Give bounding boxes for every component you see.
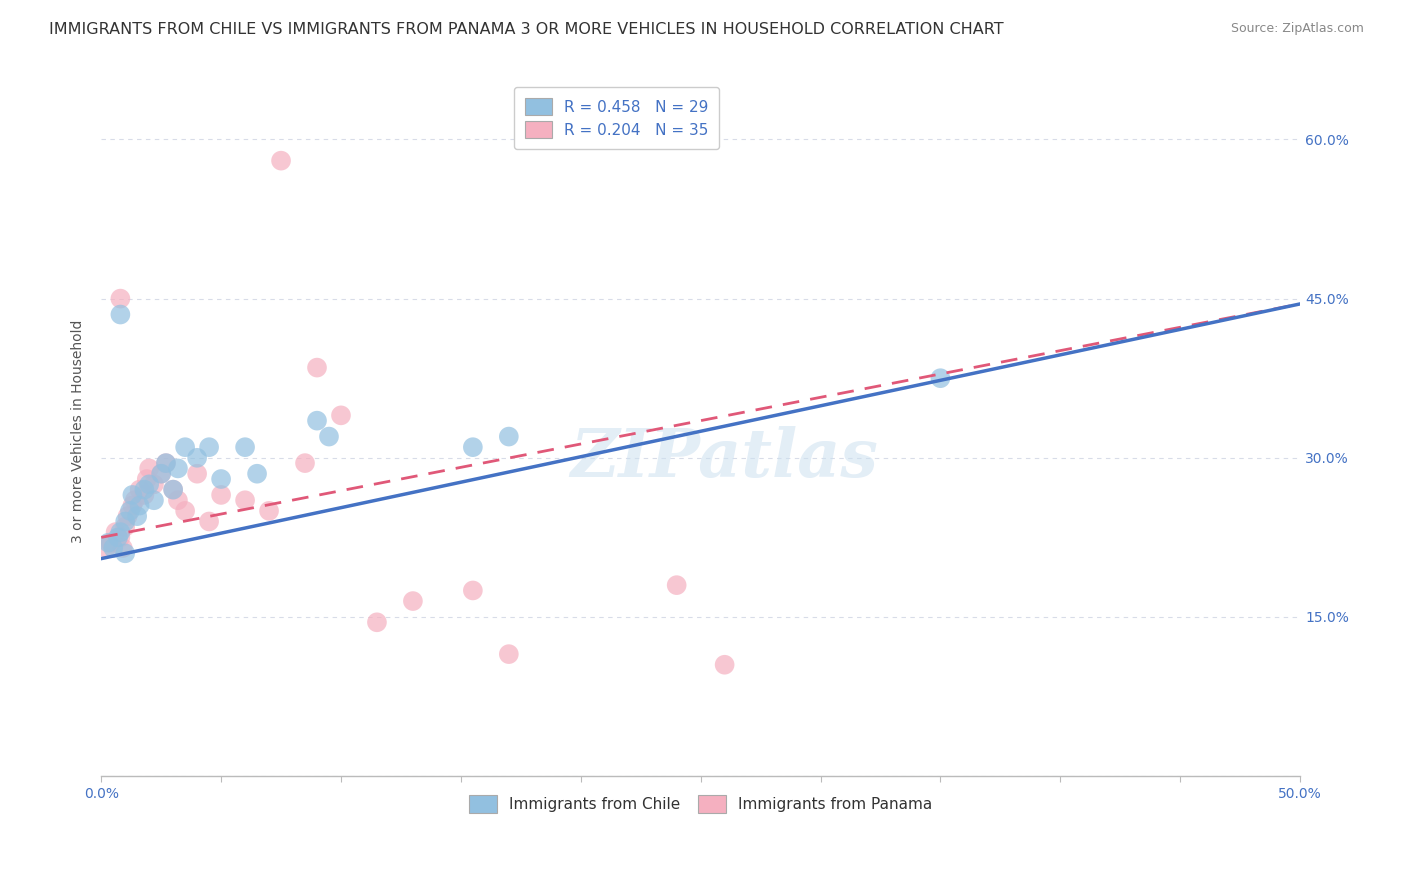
Point	[498, 647, 520, 661]
Point	[143, 493, 166, 508]
Point	[167, 493, 190, 508]
Point	[305, 360, 328, 375]
Point	[121, 499, 143, 513]
Point	[318, 429, 340, 443]
Point	[498, 429, 520, 443]
Point	[97, 535, 120, 549]
Point	[167, 461, 190, 475]
Point	[110, 530, 132, 544]
Point	[135, 472, 157, 486]
Point	[402, 594, 425, 608]
Text: IMMIGRANTS FROM CHILE VS IMMIGRANTS FROM PANAMA 3 OR MORE VEHICLES IN HOUSEHOLD : IMMIGRANTS FROM CHILE VS IMMIGRANTS FROM…	[49, 22, 1004, 37]
Point	[104, 525, 127, 540]
Text: ZIPatlas: ZIPatlas	[571, 426, 879, 491]
Point	[233, 493, 256, 508]
Point	[128, 499, 150, 513]
Point	[134, 483, 156, 497]
Point	[127, 509, 149, 524]
Point	[209, 472, 232, 486]
Point	[155, 456, 177, 470]
Point	[209, 488, 232, 502]
Point	[114, 546, 136, 560]
Point	[117, 509, 139, 524]
Point	[128, 483, 150, 497]
Point	[121, 488, 143, 502]
Point	[174, 504, 197, 518]
Point	[134, 488, 156, 502]
Point	[110, 308, 132, 322]
Point	[198, 515, 221, 529]
Point	[111, 541, 134, 555]
Point	[174, 440, 197, 454]
Point	[366, 615, 388, 630]
Point	[107, 530, 129, 544]
Point	[110, 525, 132, 540]
Point	[143, 477, 166, 491]
Point	[100, 535, 122, 549]
Point	[186, 467, 208, 481]
Point	[198, 440, 221, 454]
Point	[257, 504, 280, 518]
Point	[94, 541, 117, 555]
Point	[138, 461, 160, 475]
Point	[246, 467, 269, 481]
Point	[233, 440, 256, 454]
Point	[294, 456, 316, 470]
Y-axis label: 3 or more Vehicles in Household: 3 or more Vehicles in Household	[72, 319, 86, 543]
Point	[461, 440, 484, 454]
Point	[114, 515, 136, 529]
Point	[155, 456, 177, 470]
Point	[305, 414, 328, 428]
Point	[665, 578, 688, 592]
Point	[110, 292, 132, 306]
Point	[150, 467, 173, 481]
Point	[929, 371, 952, 385]
Text: Source: ZipAtlas.com: Source: ZipAtlas.com	[1230, 22, 1364, 36]
Point	[118, 504, 141, 518]
Point	[114, 520, 136, 534]
Point	[186, 450, 208, 465]
Point	[461, 583, 484, 598]
Legend: Immigrants from Chile, Immigrants from Panama: Immigrants from Chile, Immigrants from P…	[458, 785, 943, 823]
Point	[124, 493, 146, 508]
Point	[162, 483, 184, 497]
Point	[162, 483, 184, 497]
Point	[270, 153, 292, 168]
Point	[103, 541, 125, 555]
Point	[713, 657, 735, 672]
Point	[138, 477, 160, 491]
Point	[330, 409, 353, 423]
Point	[150, 467, 173, 481]
